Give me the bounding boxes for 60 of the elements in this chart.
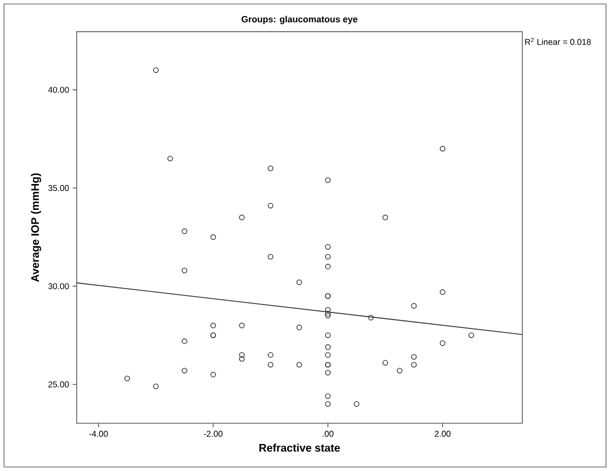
y-tick-label: 30.00 (48, 283, 69, 290)
point (411, 362, 417, 368)
point (411, 303, 417, 309)
point (325, 254, 331, 260)
point (325, 352, 331, 358)
point (325, 332, 331, 338)
point (325, 177, 331, 183)
text: R$^{2}$ Linear = 0.018 (525, 38, 591, 45)
point (440, 146, 446, 152)
point (411, 354, 417, 360)
point (182, 338, 188, 344)
point (325, 312, 331, 318)
y-tick-label: 35.00 (48, 185, 69, 192)
point (210, 322, 216, 328)
point (153, 67, 159, 73)
point (325, 401, 331, 407)
point (239, 352, 245, 358)
y-axis-title: Average IOP (mmHg) (30, 173, 42, 282)
x-tick-label: 2.00 (434, 430, 450, 437)
point (268, 254, 274, 260)
point (153, 384, 159, 390)
point (210, 234, 216, 240)
point (468, 332, 474, 338)
point (239, 356, 245, 362)
point (296, 279, 302, 286)
point (325, 244, 331, 250)
point (325, 370, 331, 376)
point (268, 166, 274, 172)
point (396, 368, 402, 374)
x-tick-label: -2.00 (204, 430, 223, 437)
point (182, 368, 188, 374)
point (210, 372, 216, 378)
point (268, 362, 274, 368)
point (268, 202, 274, 208)
point (182, 228, 188, 234)
point (325, 306, 331, 313)
point (354, 401, 360, 407)
x-tick-label: -4.00 (89, 430, 108, 437)
y-tick-label: 40.00 (48, 86, 69, 93)
point (124, 376, 130, 382)
point (382, 214, 388, 220)
point (296, 324, 302, 330)
point (239, 214, 245, 220)
y-tick-label: 25.00 (48, 381, 69, 388)
point (182, 268, 188, 274)
point (325, 264, 331, 270)
point (440, 289, 446, 295)
point (325, 310, 331, 316)
point (167, 156, 173, 162)
point (239, 322, 245, 328)
point (368, 314, 374, 320)
x-axis-title: Refractive state (259, 444, 340, 452)
point (268, 352, 274, 358)
point (325, 393, 331, 399)
point (440, 340, 446, 346)
point (296, 362, 302, 368)
x-tick-label: .00 (322, 430, 334, 437)
chart-title: Groups: glaucomatous eye (242, 16, 358, 24)
point (325, 344, 331, 350)
point (382, 360, 388, 366)
